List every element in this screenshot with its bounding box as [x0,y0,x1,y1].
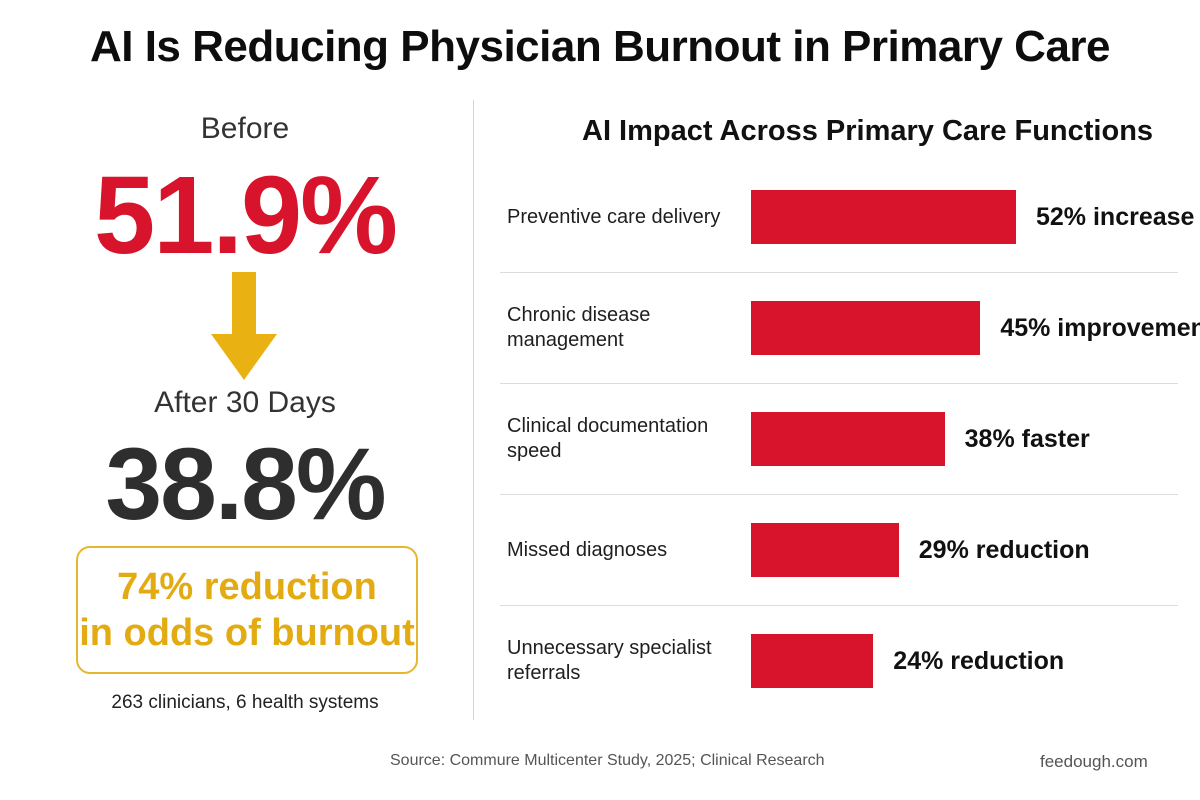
row-separator [500,272,1178,273]
value-label: 29% reduction [918,536,1090,564]
after-value: 38.8% [105,427,386,541]
after-label: After 30 Days [154,386,336,419]
category-label: Chronic disease management [507,304,651,351]
page-title: AI Is Reducing Physician Burnout in Prim… [89,22,1111,71]
before-value: 51.9% [94,154,398,277]
value-label: 38% faster [964,425,1090,453]
value-label: 24% reduction [893,647,1065,675]
category-label: Clinical documentation speed [507,415,709,462]
row-separator [500,605,1178,606]
bar [751,412,945,466]
value-label: 45% improvement [1000,314,1200,342]
panel-divider [473,100,474,720]
chart-title: AI Impact Across Primary Care Functions [582,115,1154,147]
source-note: Source: Commure Multicenter Study, 2025;… [390,752,825,769]
value-label: 52% increase [1036,203,1195,231]
bar [751,301,981,355]
bar [751,190,1016,244]
reduction-subline: in odds of burnout [79,612,415,654]
burnout-stats-panel: Before 51.9% After 30 Days 38.8% 74% red… [0,100,470,720]
arrow-down-shape [211,272,277,380]
row-separator [500,383,1178,384]
category-label: Missed diagnoses [507,538,668,561]
reduction-headline: 74% reduction [117,566,377,608]
site-credit: feedough.com [1040,752,1148,771]
bar [751,634,874,688]
bar [751,523,899,577]
arrow-down-icon [211,272,277,380]
category-label: Unnecessary specialist referrals [507,637,712,684]
impact-bar-chart: Preventive care delivery 52% increase Chro… [500,160,1200,720]
category-label: Preventive care delivery [507,205,721,228]
row-separator [500,494,1178,495]
before-label: Before [200,112,290,145]
reduction-callout: 74% reduction in odds of burnout [76,546,418,674]
sample-note: 263 clinicians, 6 health systems [111,692,379,713]
